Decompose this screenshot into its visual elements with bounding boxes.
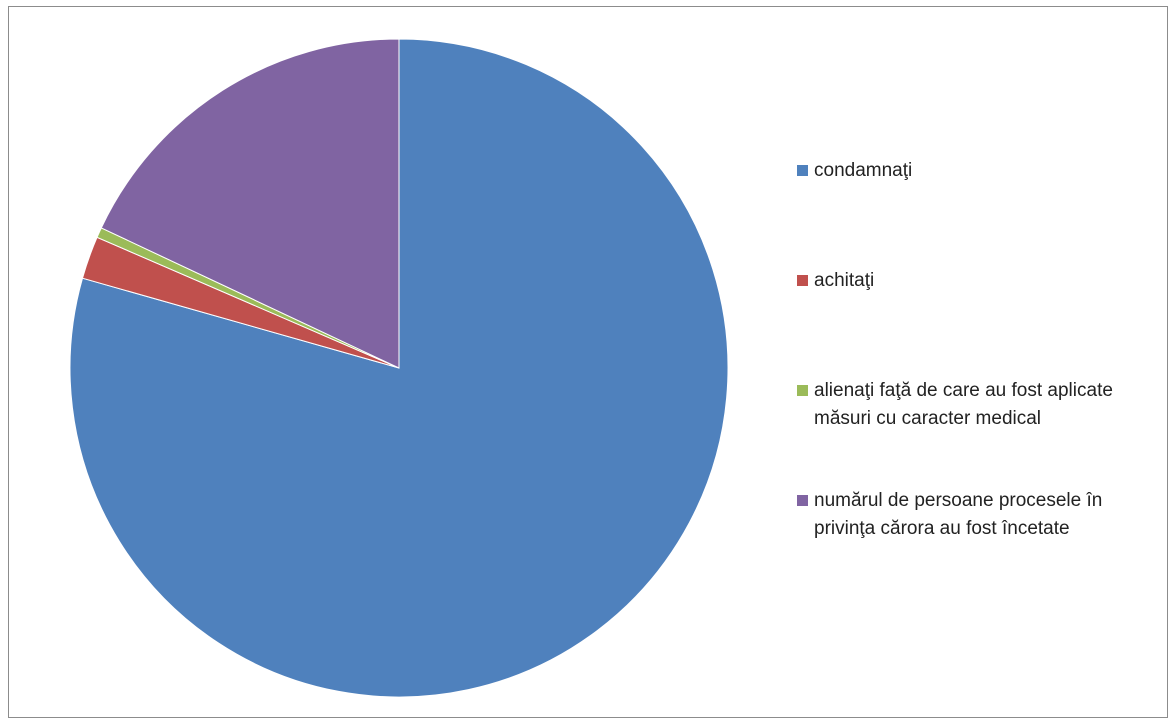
legend-swatch-condamnati [797,165,808,176]
legend-label-incetate: numărul de persoane procesele în privinţ… [814,490,1103,539]
legend-item-achitati: achitaţi [797,267,1167,295]
legend-item-alienati: alienaţi faţă de care au fost aplicate m… [797,377,1167,433]
pie-slice-condamnati [69,38,729,698]
pie-slice-incetate [100,38,400,369]
legend-label-condamnati: condamnaţi [814,160,913,181]
legend-label-achitati: achitaţi [814,270,875,291]
legend-item-incetate: numărul de persoane procesele în privinţ… [797,487,1167,543]
legend-item-condamnati: condamnaţi [797,157,1167,185]
chart-frame: condamnaţi achitaţi alienaţi faţă de car… [8,6,1168,718]
legend-swatch-achitati [797,275,808,286]
legend-swatch-incetate [797,495,808,506]
legend-label-alienati: alienaţi faţă de care au fost aplicate m… [814,380,1113,429]
legend-swatch-alienati [797,385,808,396]
pie-chart [69,38,729,698]
